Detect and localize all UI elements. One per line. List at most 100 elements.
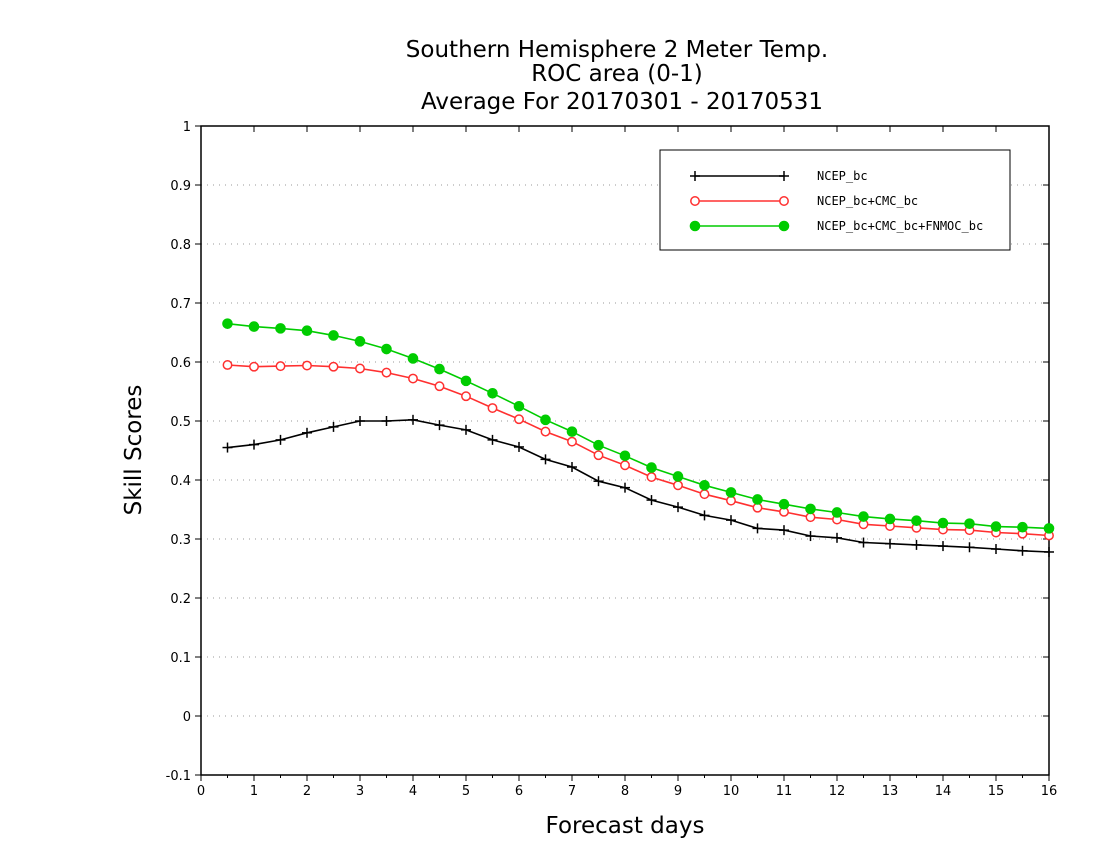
x-tick-label: 4	[409, 784, 417, 799]
data-point	[673, 480, 683, 491]
data-point	[619, 450, 631, 462]
data-point	[884, 513, 896, 525]
y-tick-label: 1	[183, 120, 191, 135]
gridlines	[201, 184, 1049, 717]
y-tick-label: 0.2	[170, 592, 191, 607]
data-point	[408, 373, 418, 384]
data-point	[1017, 521, 1028, 533]
y-tick-label: 0.3	[170, 533, 191, 548]
data-point	[461, 391, 471, 402]
data-point	[990, 521, 1002, 532]
data-point	[567, 436, 577, 447]
data-point	[752, 494, 763, 505]
data-point	[328, 330, 339, 341]
data-point	[487, 403, 498, 413]
data-point	[381, 367, 392, 378]
data-point	[689, 220, 701, 232]
data-point	[805, 503, 816, 515]
y-tick-label: 0.4	[170, 474, 191, 489]
data-point	[514, 414, 524, 425]
x-tick-label: 3	[356, 784, 364, 799]
y-tick-label: 0.5	[170, 415, 191, 430]
x-tick-label: 9	[674, 784, 682, 799]
data-point	[593, 439, 604, 451]
y-axis: -0.1 0 0.1 0.2 0.3 0.4 0.5 0.6 0.7 0.8 0.9 1	[166, 120, 1049, 784]
series-2	[222, 360, 1054, 541]
series-1	[222, 414, 1054, 557]
x-tick-label: 10	[723, 784, 740, 799]
x-tick-label: 1	[250, 784, 258, 799]
chart-title-line-2: ROC area (0-1)	[531, 61, 703, 87]
data-point	[302, 360, 312, 371]
data-point	[964, 518, 975, 529]
legend-label: NCEP_bc	[817, 169, 868, 183]
data-point	[487, 387, 498, 399]
x-tick-label: 8	[621, 784, 629, 799]
data-point	[381, 343, 392, 355]
data-point	[805, 512, 816, 523]
x-tick-label: 16	[1041, 784, 1058, 799]
x-tick-label: 6	[515, 784, 523, 799]
data-point	[752, 502, 763, 513]
data-point	[566, 426, 578, 437]
x-tick-label: 7	[568, 784, 576, 799]
legend-label: NCEP_bc+CMC_bc+FNMOC_bc	[817, 219, 983, 233]
data-point	[858, 511, 869, 522]
data-point	[513, 400, 525, 412]
data-point	[1043, 523, 1055, 534]
data-point	[249, 361, 259, 372]
data-point	[434, 363, 445, 375]
data-point	[699, 489, 710, 500]
data-point	[540, 414, 551, 426]
data-point	[831, 507, 843, 518]
data-point	[779, 196, 789, 206]
data-point	[460, 375, 472, 387]
data-point	[646, 472, 657, 482]
data-point	[690, 196, 700, 206]
legend: NCEP_bc NCEP_bc+CMC_bc NCEP_bc+CMC_bc+FNMO…	[659, 149, 1011, 251]
y-tick-label: 0.6	[170, 356, 191, 371]
y-axis-label: Skill Scores	[121, 385, 147, 516]
data-point	[222, 318, 233, 329]
chart-title-line-1: Southern Hemisphere 2 Meter Temp.	[406, 37, 828, 63]
y-tick-label: 0.7	[170, 297, 191, 312]
data-point	[301, 325, 313, 337]
data-point	[672, 471, 684, 482]
x-tick-label: 15	[988, 784, 1005, 799]
data-point	[778, 220, 790, 232]
data-point	[620, 460, 630, 471]
series-line	[227, 322, 1050, 530]
y-tick-label: 0	[183, 710, 191, 725]
x-tick-label: 5	[462, 784, 470, 799]
data-point	[593, 450, 604, 461]
data-point	[434, 381, 445, 392]
data-point	[222, 360, 233, 370]
legend-item: NCEP_bc+CMC_bc+FNMOC_bc	[689, 219, 983, 233]
legend-item: NCEP_bc	[690, 169, 868, 183]
y-tick-label: -0.1	[166, 769, 191, 784]
data-point	[725, 487, 737, 498]
data-point	[355, 363, 365, 374]
legend-label: NCEP_bc+CMC_bc	[817, 194, 918, 208]
x-tick-label: 2	[303, 784, 311, 799]
data-point	[646, 462, 657, 473]
x-tick-label: 14	[935, 784, 952, 799]
data-point	[275, 361, 286, 372]
x-axis-label: Forecast days	[546, 813, 705, 839]
series-layer	[222, 318, 1055, 557]
legend-box	[659, 149, 1011, 251]
chart-title: Southern Hemisphere 2 Meter Temp. ROC ar…	[406, 37, 828, 115]
x-tick-label: 0	[197, 784, 205, 799]
chart-title-line-3: Average For 20170301 - 20170531	[421, 89, 823, 115]
y-tick-label: 0.9	[170, 179, 191, 194]
y-tick-label: 0.8	[170, 238, 191, 253]
data-point	[248, 321, 260, 332]
x-tick-label: 13	[882, 784, 899, 799]
x-axis: 0 1 2 3 4 5 6 7 8 9 10 11 12 13 14 15 16	[197, 126, 1057, 799]
data-point	[778, 498, 790, 510]
data-point	[699, 480, 710, 491]
data-point	[407, 353, 419, 364]
series-3	[222, 318, 1055, 534]
data-point	[354, 336, 366, 347]
